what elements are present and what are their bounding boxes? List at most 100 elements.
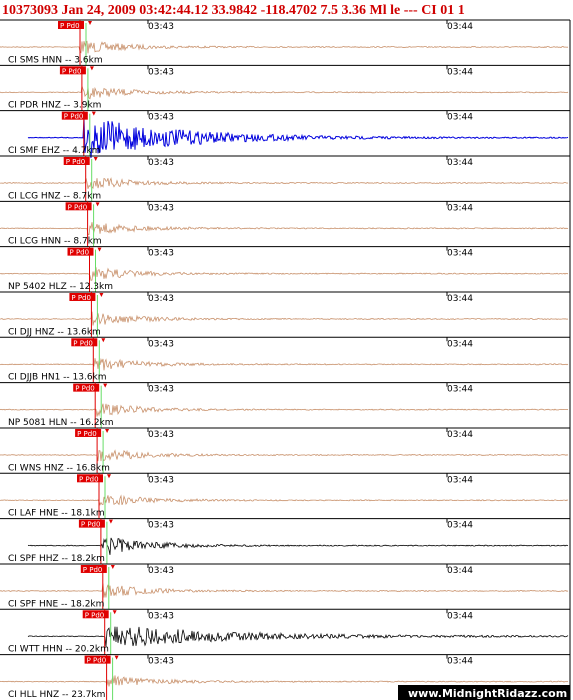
phase-label: P Pd0	[85, 611, 105, 619]
waveform	[0, 583, 569, 598]
time-label: 03:43	[148, 294, 174, 304]
phase-box	[75, 428, 102, 437]
trace-label: NP 5402 HLZ -- 12.3km	[8, 282, 113, 292]
trace-label: NP 5081 HLN -- 16.2km	[8, 418, 114, 428]
watermark-bg	[398, 685, 570, 700]
time-label: 03:44	[447, 249, 473, 259]
phase-box	[84, 655, 111, 664]
phase-label: P Pd0	[77, 430, 97, 438]
pick-marker	[108, 519, 113, 524]
waveform	[0, 403, 569, 417]
time-label: 03:44	[447, 521, 473, 531]
time-label: 03:44	[447, 566, 473, 576]
pick-marker	[97, 247, 102, 252]
phase-box	[77, 474, 103, 483]
phase-label: P Pd0	[64, 113, 84, 121]
phase-box	[61, 111, 88, 120]
trace-label: CI LCG HNN -- 8.7km	[8, 237, 102, 247]
pick-marker	[105, 428, 110, 433]
pick-marker	[107, 474, 111, 479]
time-label: 03:43	[148, 657, 174, 667]
pick-marker	[95, 202, 100, 207]
trace-label: CI SPF HHZ -- 18.2km	[8, 554, 105, 564]
trace-label: CI SMF EHZ -- 4.7km	[8, 146, 100, 156]
phase-box	[58, 21, 84, 29]
phase-box	[65, 202, 92, 211]
time-label: 03:44	[447, 475, 473, 485]
pick-marker	[110, 564, 115, 569]
trace-label: CI DJJ HNZ -- 13.6km	[8, 327, 101, 337]
phase-label: P Pd0	[87, 657, 107, 665]
pick-marker	[114, 655, 119, 660]
waveform	[0, 177, 569, 189]
waveform	[0, 40, 568, 54]
time-label: 03:44	[447, 22, 473, 32]
time-label: 03:43	[148, 521, 174, 531]
pick-marker	[101, 338, 106, 343]
phase-box	[71, 338, 98, 347]
phase-box	[82, 610, 109, 619]
trace-label: CI WTT HHN -- 20.2km	[8, 645, 109, 655]
time-label: 03:43	[148, 203, 174, 213]
phase-box	[59, 66, 86, 75]
waveform	[0, 86, 569, 100]
waveform	[0, 449, 569, 462]
time-label: 03:43	[148, 158, 174, 168]
time-label: 03:44	[447, 203, 473, 213]
time-label: 03:43	[148, 430, 174, 440]
trace-label: CI WNS HNZ -- 16.8km	[8, 463, 110, 473]
phase-label: P Pd0	[62, 67, 82, 75]
trace-label: CI HLL HNZ -- 23.7km	[8, 690, 105, 700]
waveform	[0, 675, 569, 687]
phase-box	[78, 519, 105, 528]
trace-label: CI DJJB HN1 -- 13.6km	[8, 373, 107, 383]
phase-label: P Pd0	[79, 475, 99, 483]
phase-label: P Pd0	[73, 339, 93, 347]
waveform	[0, 267, 568, 281]
time-label: 03:44	[447, 158, 473, 168]
pick-marker	[93, 156, 98, 161]
waveform	[27, 118, 569, 159]
waveform	[27, 537, 569, 555]
phase-box	[80, 564, 107, 573]
time-label: 03:44	[447, 113, 473, 123]
watermark: www.MidnightRidazz.com	[408, 687, 567, 700]
phase-box	[63, 156, 90, 165]
trace-label: CI PDR HNZ -- 3.9km	[8, 101, 101, 111]
phase-box	[73, 383, 100, 392]
time-label: 03:43	[148, 385, 174, 395]
time-label: 03:44	[447, 657, 473, 667]
waveform	[0, 311, 569, 326]
time-label: 03:44	[447, 611, 473, 621]
time-label: 03:44	[447, 430, 473, 440]
phase-box	[69, 292, 96, 301]
pick-marker	[99, 292, 104, 297]
trace-label: CI LCG HNZ -- 8.7km	[8, 191, 101, 201]
phase-box	[67, 247, 94, 256]
phase-label: P Pd0	[71, 294, 91, 302]
pick-marker	[91, 111, 96, 116]
time-label: 03:43	[148, 249, 174, 259]
time-label: 03:43	[148, 566, 174, 576]
phase-label: P Pd0	[81, 521, 101, 529]
phase-label: P Pd0	[60, 22, 80, 30]
time-label: 03:44	[447, 294, 473, 304]
phase-label: P Pd0	[66, 158, 86, 166]
time-label: 03:44	[447, 385, 473, 395]
pick-marker	[103, 383, 108, 388]
waveform	[27, 626, 569, 647]
waveform	[0, 494, 569, 506]
time-label: 03:43	[148, 22, 174, 32]
time-label: 03:43	[148, 67, 174, 77]
time-label: 03:44	[447, 339, 473, 349]
trace-label: CI SMS HNN -- 3.6km	[8, 55, 103, 65]
pick-marker	[88, 21, 92, 25]
time-label: 03:44	[447, 67, 473, 77]
phase-label: P Pd0	[83, 566, 103, 574]
phase-label: P Pd0	[75, 385, 95, 393]
time-label: 03:43	[148, 339, 174, 349]
time-label: 03:43	[148, 611, 174, 621]
phase-label: P Pd0	[70, 249, 90, 257]
